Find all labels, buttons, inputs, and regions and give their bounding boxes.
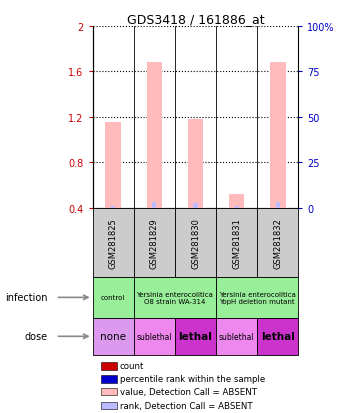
Text: GSM281831: GSM281831	[232, 217, 241, 268]
Text: infection: infection	[5, 293, 47, 303]
Bar	[146, 63, 162, 208]
Bar	[101, 402, 117, 409]
Text: GSM281829: GSM281829	[150, 217, 159, 268]
Text: dose: dose	[24, 332, 47, 342]
Bar	[101, 362, 117, 370]
Bar	[101, 375, 117, 382]
Bar	[175, 208, 216, 277]
Bar	[276, 202, 280, 208]
Text: GSM281830: GSM281830	[191, 217, 200, 268]
Text: sublethal: sublethal	[137, 332, 172, 341]
Text: Yersinia enterocolitica
YopH deletion mutant: Yersinia enterocolitica YopH deletion mu…	[219, 291, 296, 304]
Bar	[257, 318, 298, 355]
Bar	[175, 318, 216, 355]
Bar	[93, 318, 134, 355]
Bar	[134, 208, 175, 277]
Text: GSM281825: GSM281825	[109, 217, 118, 268]
Bar	[93, 277, 134, 318]
Bar	[216, 277, 298, 318]
Bar	[134, 318, 175, 355]
Text: Yersinia enterocolitica
O8 strain WA-314: Yersinia enterocolitica O8 strain WA-314	[137, 291, 213, 304]
Text: control: control	[101, 294, 126, 301]
Bar	[101, 388, 117, 396]
Bar	[216, 318, 257, 355]
Text: lethal: lethal	[179, 332, 212, 342]
Bar	[105, 123, 121, 208]
Bar	[152, 202, 156, 208]
Bar	[134, 277, 216, 318]
Text: value, Detection Call = ABSENT: value, Detection Call = ABSENT	[120, 387, 257, 396]
Bar	[257, 208, 298, 277]
Text: none: none	[100, 332, 126, 342]
Text: GSM281832: GSM281832	[273, 217, 282, 268]
Bar	[229, 195, 245, 208]
Text: percentile rank within the sample: percentile rank within the sample	[120, 375, 265, 383]
Text: count: count	[120, 361, 144, 370]
Text: sublethal: sublethal	[219, 332, 255, 341]
Text: lethal: lethal	[261, 332, 295, 342]
Title: GDS3418 / 161886_at: GDS3418 / 161886_at	[127, 13, 264, 26]
Bar	[235, 207, 239, 208]
Bar	[216, 208, 257, 277]
Bar	[111, 207, 115, 208]
Bar	[188, 120, 203, 208]
Text: rank, Detection Call = ABSENT: rank, Detection Call = ABSENT	[120, 401, 252, 410]
Bar	[193, 204, 198, 208]
Bar	[93, 208, 134, 277]
Bar	[270, 63, 286, 208]
